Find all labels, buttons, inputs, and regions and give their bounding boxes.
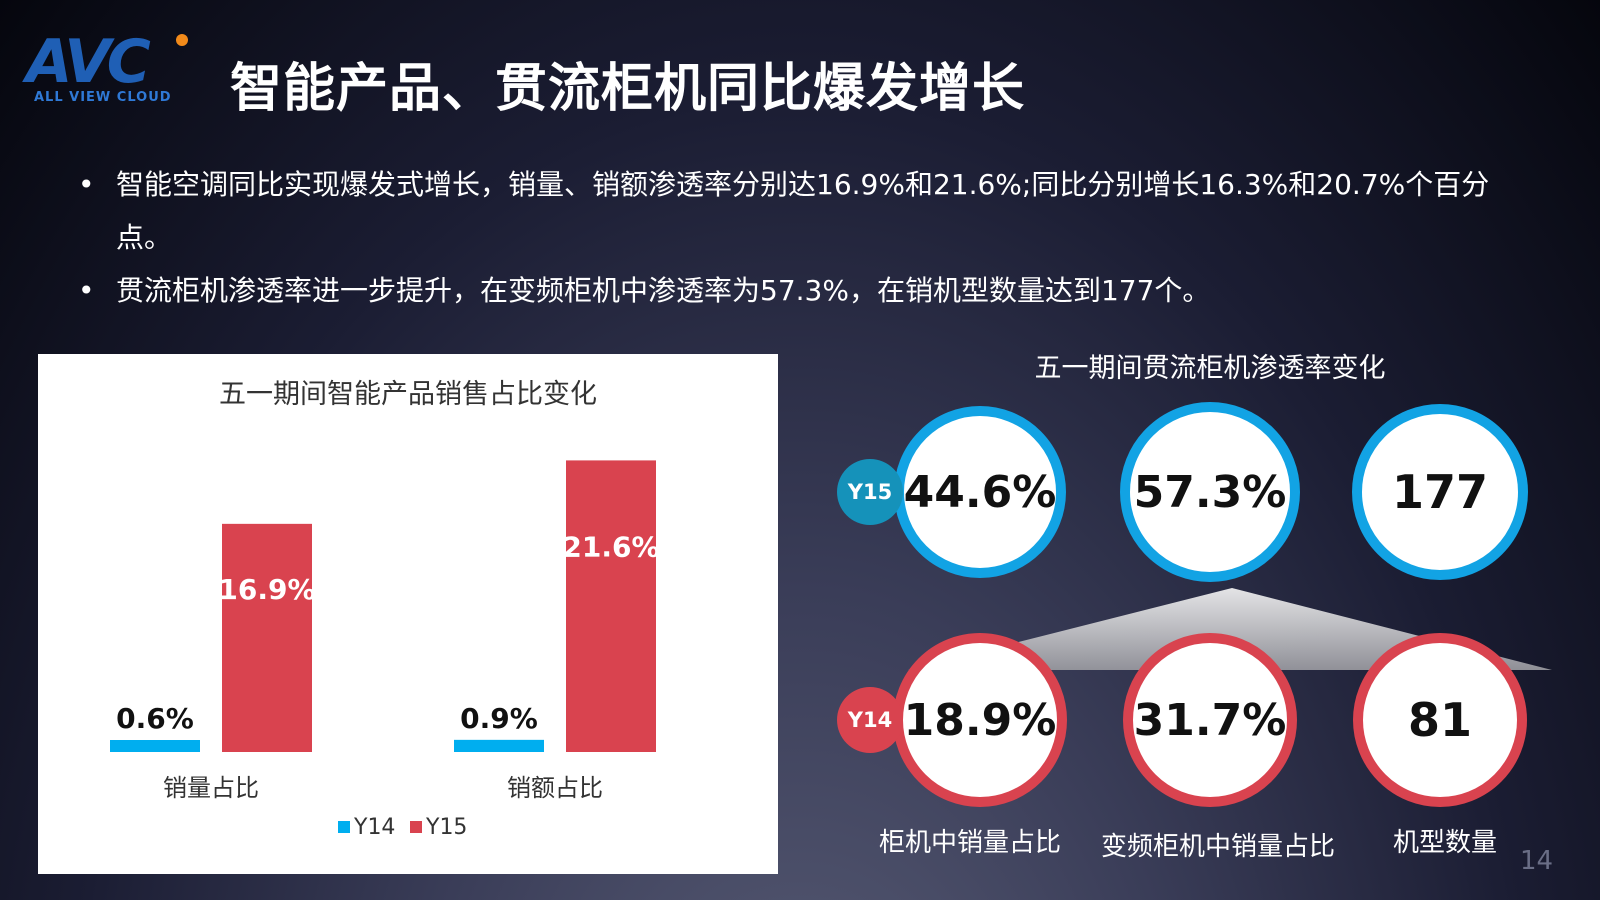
bullet-dot-icon: • bbox=[78, 168, 95, 201]
value-circle-y14: 81 bbox=[1353, 633, 1527, 807]
bar-y14 bbox=[454, 739, 544, 752]
bullet-dot-icon: • bbox=[78, 274, 95, 307]
logo-word: AVC bbox=[26, 27, 151, 97]
category-label: 销量占比 bbox=[163, 774, 259, 802]
value-circle-y15: 44.6% bbox=[894, 406, 1066, 578]
page-title: 智能产品、贯流柜机同比爆发增长 bbox=[230, 59, 1026, 119]
bar-chart-title: 五一期间智能产品销售占比变化 bbox=[219, 379, 597, 410]
avc-logo: AVC ALL VIEW CLOUD bbox=[26, 27, 188, 112]
data-label: 0.6% bbox=[116, 702, 194, 735]
circle-value: 57.3% bbox=[1133, 466, 1287, 518]
circle-chart-title: 五一期间贯流柜机渗透率变化 bbox=[1034, 353, 1386, 384]
circle-chart: 44.6% 57.3% 177 Y15 18.9% 31.7% 81 Y14 柜机中销量占比 变频… bbox=[800, 380, 1600, 900]
circle-value: 44.6% bbox=[903, 466, 1057, 518]
bullet-item: • 智能空调同比实现爆发式增长，销量、销额渗透率分别达16.9%和21.6%;同… bbox=[78, 158, 1528, 264]
value-circle-y15: 57.3% bbox=[1120, 402, 1300, 582]
legend-swatch-y14 bbox=[338, 821, 350, 833]
bar-y15 bbox=[222, 523, 312, 752]
bar-y15 bbox=[566, 460, 656, 752]
data-label: 16.9% bbox=[218, 573, 315, 606]
data-label: 0.9% bbox=[460, 702, 538, 735]
value-circle-y14: 31.7% bbox=[1123, 633, 1297, 807]
data-label: 21.6% bbox=[562, 531, 659, 564]
logo-dot bbox=[176, 34, 188, 46]
circle-value: 18.9% bbox=[903, 694, 1057, 746]
bullet-list: • 智能空调同比实现爆发式增长，销量、销额渗透率分别达16.9%和21.6%;同… bbox=[78, 158, 1528, 317]
value-circle-y15: 177 bbox=[1352, 404, 1528, 580]
legend-label: Y14 bbox=[353, 815, 395, 840]
year-badge-y14: Y14 bbox=[837, 687, 903, 753]
category-label: 销额占比 bbox=[507, 774, 603, 802]
bar-chart-panel: 五一期间智能产品销售占比变化 0.6% 16.9% 销量占比 0.9% 21.6% 销额占… bbox=[38, 354, 778, 874]
circle-value: 31.7% bbox=[1133, 694, 1287, 746]
bullet-item: • 贯流柜机渗透率进一步提升，在变频柜机中渗透率为57.3%，在销机型数量达到1… bbox=[78, 264, 1528, 317]
circle-value: 81 bbox=[1407, 693, 1472, 747]
circle-value: 177 bbox=[1391, 465, 1489, 519]
bar-chart: 0.6% 16.9% 销量占比 0.9% 21.6% 销额占比 Y14 Y15 bbox=[110, 460, 660, 840]
column-caption: 机型数量 bbox=[1393, 828, 1498, 858]
bullet-text: 贯流柜机渗透率进一步提升，在变频柜机中渗透率为57.3%，在销机型数量达到177… bbox=[116, 274, 1211, 307]
bar-y14 bbox=[110, 740, 200, 752]
bullet-text: 智能空调同比实现爆发式增长，销量、销额渗透率分别达16.9%和21.6%;同比分… bbox=[116, 168, 1490, 254]
legend-swatch-y15 bbox=[410, 821, 422, 833]
value-circle-y14: 18.9% bbox=[893, 633, 1067, 807]
page-number: 14 bbox=[1520, 846, 1554, 876]
year-badge-y15: Y15 bbox=[837, 459, 903, 525]
legend-label: Y15 bbox=[425, 815, 467, 840]
logo-subtitle: ALL VIEW CLOUD bbox=[34, 90, 172, 105]
column-caption: 柜机中销量占比 bbox=[879, 828, 1062, 858]
column-caption: 变频柜机中销量占比 bbox=[1101, 832, 1336, 862]
